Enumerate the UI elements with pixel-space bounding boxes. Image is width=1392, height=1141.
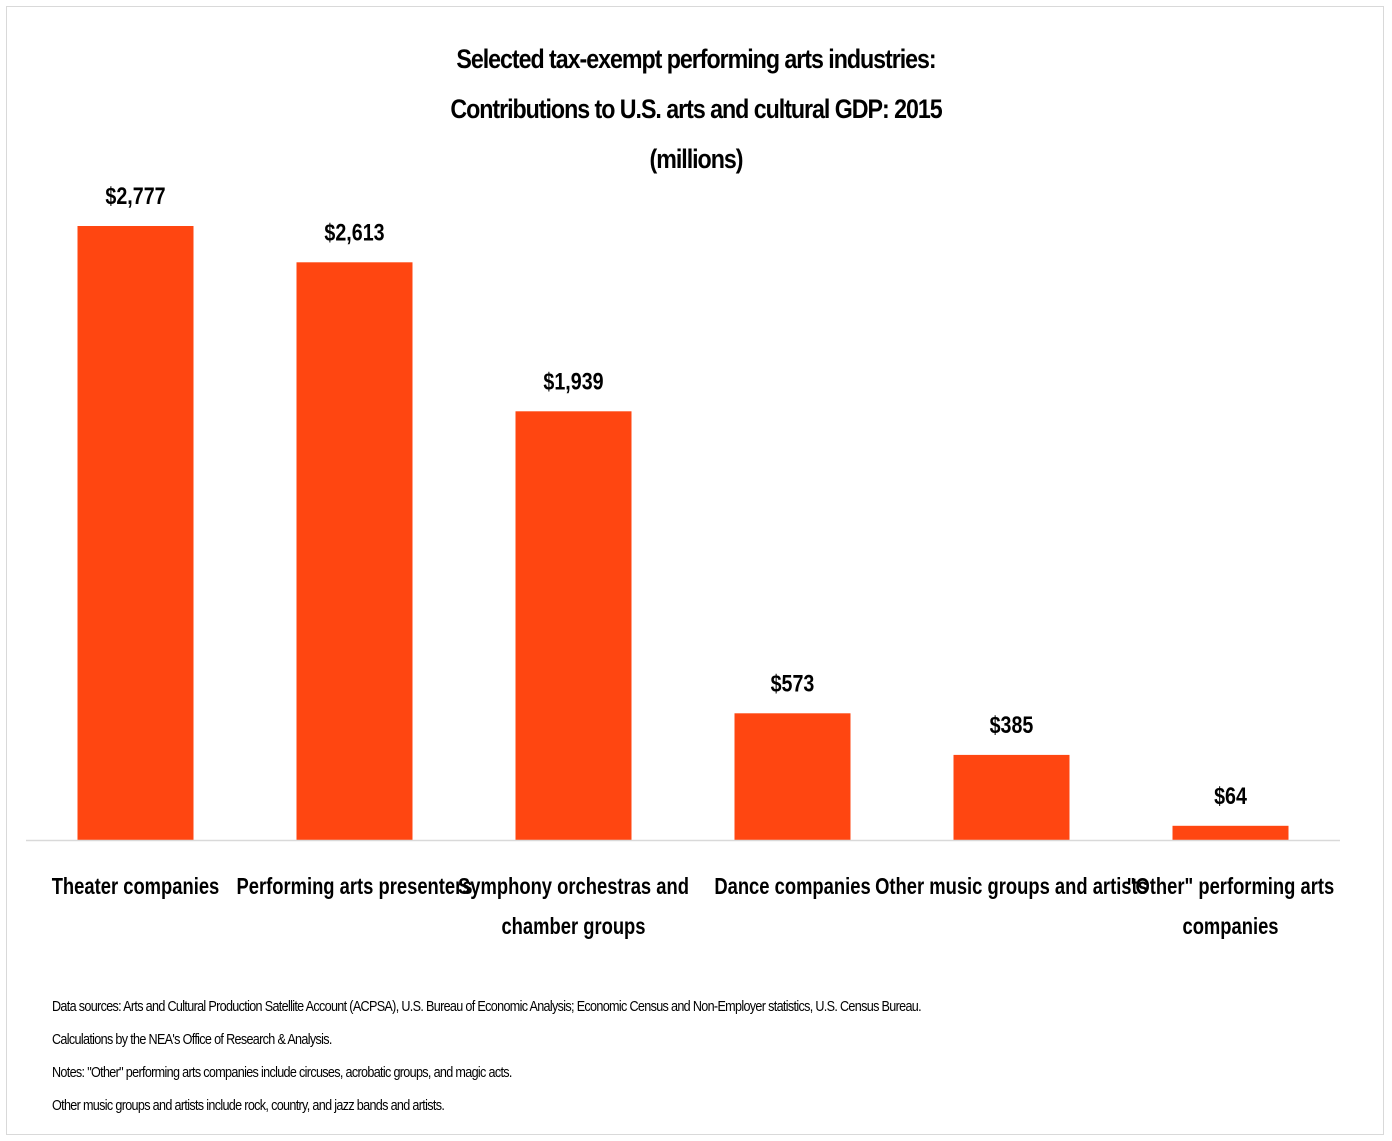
note-calculations: Calculations by the NEA's Office of Rese… <box>52 1031 332 1048</box>
note-data-sources: Data sources: Arts and Cultural Producti… <box>52 998 922 1015</box>
category-label-dance-companies: Dance companies <box>714 874 870 899</box>
data-label-dance-companies: $573 <box>771 669 815 696</box>
chart-notes: Data sources: Arts and Cultural Producti… <box>52 990 1352 1122</box>
data-label-theater-companies: $2,777 <box>105 182 165 209</box>
chart-subtitle: Contributions to U.S. arts and cultural … <box>450 94 942 124</box>
bar-dance-companies <box>734 713 851 840</box>
bar-theater-companies <box>77 226 194 840</box>
data-label-symphony-orchestras-and-chamber-groups: $1,939 <box>543 367 603 394</box>
data-label-other-performing-arts-companies: $64 <box>1214 782 1248 809</box>
category-label-symphony-orchestras-and-chamber-groups-line-1: Symphony orchestras and <box>458 874 689 899</box>
note-other-music-groups: Other music groups and artists include r… <box>52 1097 445 1114</box>
bar-symphony-orchestras-and-chamber-groups <box>515 411 632 840</box>
chart-unit-line: (millions) <box>649 144 744 174</box>
bar-other-music-groups-and-artists <box>953 754 1070 840</box>
category-label-symphony-orchestras-and-chamber-groups-line-2: chamber groups <box>501 914 645 939</box>
category-label-theater-companies: Theater companies <box>52 874 220 899</box>
category-label-other-performing-arts-companies-line-2: companies <box>1182 914 1278 939</box>
data-label-other-music-groups-and-artists: $385 <box>990 711 1034 738</box>
chart-title-block: Selected tax-exempt performing arts indu… <box>0 34 1392 184</box>
category-label-other-performing-arts-companies-line-1: "Other" performing arts <box>1127 874 1334 899</box>
category-label-other-music-groups-and-artists: Other music groups and artists <box>875 874 1148 899</box>
data-label-performing-arts-presenters: $2,613 <box>324 218 384 245</box>
bar-performing-arts-presenters <box>296 262 413 840</box>
category-label-performing-arts-presenters: Performing arts presenters <box>236 874 472 899</box>
chart-title: Selected tax-exempt performing arts indu… <box>456 44 936 74</box>
bar-other-performing-arts-companies <box>1172 825 1289 840</box>
chart-frame <box>6 6 1384 1135</box>
note-other-performing-arts: Notes: "Other" performing arts companies… <box>52 1064 512 1081</box>
